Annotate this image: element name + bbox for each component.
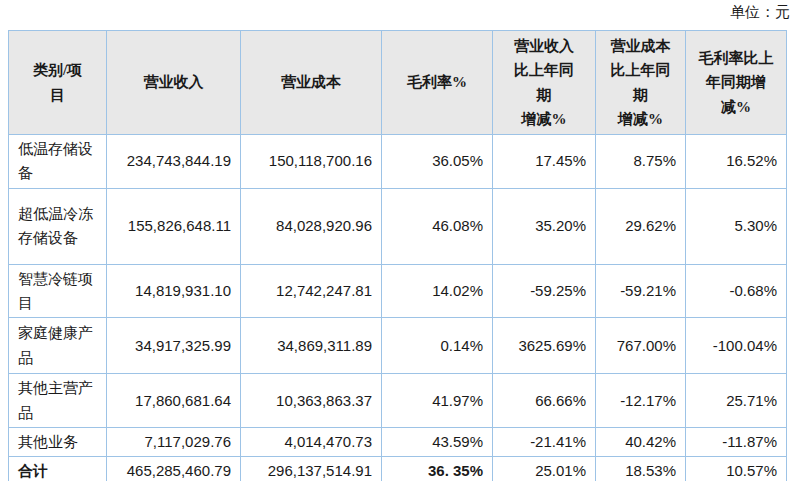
cell-category: 智慧冷链项目 (9, 264, 107, 318)
cell-revenue-yoy: 66.66% (493, 374, 596, 428)
cell-cost-yoy: 40.42% (596, 428, 686, 457)
cell-cost-yoy: -12.17% (596, 374, 686, 428)
cell-revenue: 465,285,460.79 (107, 457, 241, 481)
cell-category: 其他业务 (9, 428, 107, 457)
cell-cost: 150,118,700.16 (241, 135, 382, 189)
col-header-category: 类别/项 目 (9, 31, 107, 135)
cell-revenue-yoy: 35.20% (493, 188, 596, 264)
cell-revenue-yoy: 25.01% (493, 457, 596, 481)
cell-margin-yoy: 16.52% (686, 135, 787, 189)
financial-table: 类别/项 目 营业收入 营业成本 毛利率% 营业收入 比上年同 期 增减% 营业… (8, 30, 787, 481)
cell-revenue-yoy: 17.45% (493, 135, 596, 189)
unit-label: 单位：元 (730, 3, 790, 22)
cell-revenue: 7,117,029.76 (107, 428, 241, 457)
cell-gross-margin: 41.97% (382, 374, 493, 428)
table-row: 智慧冷链项目 14,819,931.10 12,742,247.81 14.02… (9, 264, 787, 318)
col-header-cost-yoy: 营业成本 比上年同 期 增减% (596, 31, 686, 135)
cell-category: 家庭健康产品 (9, 318, 107, 374)
col-header-revenue: 营业收入 (107, 31, 241, 135)
table-row-total: 合计 465,285,460.79 296,137,514.91 36. 35%… (9, 457, 787, 481)
cell-category: 合计 (9, 457, 107, 481)
cell-revenue-yoy: -59.25% (493, 264, 596, 318)
cell-margin-yoy: -0.68% (686, 264, 787, 318)
cell-cost: 4,014,470.73 (241, 428, 382, 457)
report-page: 单位：元 类别/项 目 营业收入 营业成本 毛利率% 营业收入 比上年同 期 增… (0, 0, 800, 481)
cell-margin-yoy: -11.87% (686, 428, 787, 457)
cell-revenue: 155,826,648.11 (107, 188, 241, 264)
cell-cost: 84,028,920.96 (241, 188, 382, 264)
cell-gross-margin: 14.02% (382, 264, 493, 318)
cell-cost: 296,137,514.91 (241, 457, 382, 481)
table-row: 其他主营产品 17,860,681.64 10,363,863.37 41.97… (9, 374, 787, 428)
cell-gross-margin: 43.59% (382, 428, 493, 457)
cell-revenue: 14,819,931.10 (107, 264, 241, 318)
col-header-margin-yoy: 毛利率比上 年同期增 减% (686, 31, 787, 135)
cell-category: 其他主营产品 (9, 374, 107, 428)
cell-revenue-yoy: -21.41% (493, 428, 596, 457)
cell-cost-yoy: 767.00% (596, 318, 686, 374)
cell-revenue: 34,917,325.99 (107, 318, 241, 374)
table-row: 低温存储设备 234,743,844.19 150,118,700.16 36.… (9, 135, 787, 189)
col-header-gross-margin: 毛利率% (382, 31, 493, 135)
col-header-revenue-yoy: 营业收入 比上年同 期 增减% (493, 31, 596, 135)
cell-margin-yoy: 5.30% (686, 188, 787, 264)
cell-revenue-yoy: 3625.69% (493, 318, 596, 374)
cell-category: 低温存储设备 (9, 135, 107, 189)
cell-margin-yoy: -100.04% (686, 318, 787, 374)
table-row: 其他业务 7,117,029.76 4,014,470.73 43.59% -2… (9, 428, 787, 457)
table-row: 家庭健康产品 34,917,325.99 34,869,311.89 0.14%… (9, 318, 787, 374)
cell-cost: 10,363,863.37 (241, 374, 382, 428)
cell-cost-yoy: 8.75% (596, 135, 686, 189)
cell-revenue: 234,743,844.19 (107, 135, 241, 189)
col-header-cost: 营业成本 (241, 31, 382, 135)
cell-cost-yoy: 18.53% (596, 457, 686, 481)
cell-cost: 34,869,311.89 (241, 318, 382, 374)
cell-gross-margin: 36. 35% (382, 457, 493, 481)
cell-margin-yoy: 10.57% (686, 457, 787, 481)
cell-revenue: 17,860,681.64 (107, 374, 241, 428)
header-row: 类别/项 目 营业收入 营业成本 毛利率% 营业收入 比上年同 期 增减% 营业… (9, 31, 787, 135)
cell-gross-margin: 46.08% (382, 188, 493, 264)
cell-margin-yoy: 25.71% (686, 374, 787, 428)
cell-cost: 12,742,247.81 (241, 264, 382, 318)
cell-gross-margin: 0.14% (382, 318, 493, 374)
cell-category: 超低温冷冻存储设备 (9, 188, 107, 264)
table-row: 超低温冷冻存储设备 155,826,648.11 84,028,920.96 4… (9, 188, 787, 264)
cell-gross-margin: 36.05% (382, 135, 493, 189)
cell-cost-yoy: -59.21% (596, 264, 686, 318)
cell-cost-yoy: 29.62% (596, 188, 686, 264)
